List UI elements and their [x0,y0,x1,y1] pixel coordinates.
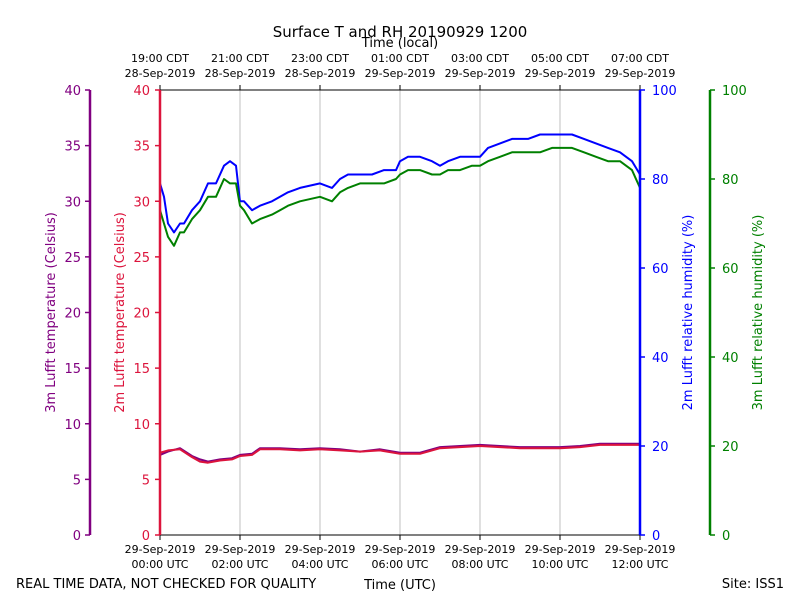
x-tick-label-date: 29-Sep-2019 [445,543,516,556]
top-tick-label-time: 01:00 CDT [371,52,429,65]
x-axis-local: 19:00 CDT 28-Sep-2019 21:00 CDT 28-Sep-2019… [125,52,676,90]
x-axis-utc: 29-Sep-2019 00:00 UTC 29-Sep-2019 02:00 UTC… [125,535,676,571]
x-axis-label: Time (UTC) [363,578,436,593]
series-line [159,443,640,464]
y-axis-title: 3m Lufft temperature (Celsius) [44,212,59,413]
top-tick-label-date: 28-Sep-2019 [205,67,276,80]
y-axis-title: 2m Lufft temperature (Celsius) [113,212,128,413]
y-tick-label: 15 [64,362,81,377]
plot-series [159,133,641,464]
top-tick-label-date: 28-Sep-2019 [285,67,356,80]
x-tick-label-time: 04:00 UTC [291,558,348,571]
top-tick-label-date: 29-Sep-2019 [445,67,516,80]
y-axis-3m-temperature: 0 5 10 15 20 25 30 35 40 3m Lufft temperature (Ce… [44,84,92,544]
top-tick-label-date: 28-Sep-2019 [125,67,196,80]
y-tick-label: 80 [652,173,669,188]
x-tick-label-date: 29-Sep-2019 [205,543,276,556]
x-tick-label-time: 06:00 UTC [371,558,428,571]
series-line [159,146,641,247]
y-tick-label: 20 [722,440,739,455]
y-tick-label: 35 [64,140,81,155]
top-tick-label-date: 29-Sep-2019 [365,67,436,80]
quality-disclaimer: REAL TIME DATA, NOT CHECKED FOR QUALITY [16,577,316,592]
y-tick-label: 40 [64,84,81,99]
x-tick-label-date: 29-Sep-2019 [365,543,436,556]
y-tick-label: 40 [652,351,669,366]
y-tick-label: 5 [73,473,81,488]
chart-title: Surface T and RH 20190929 1200 [273,23,528,41]
y-tick-label: 100 [722,84,747,99]
y-tick-label: 0 [73,529,81,544]
y-tick-label: 20 [133,307,150,322]
y-tick-label: 35 [133,140,150,155]
y-tick-label: 0 [652,529,660,544]
top-tick-label-time: 19:00 CDT [131,52,189,65]
y-tick-label: 60 [722,262,739,277]
y-tick-label: 100 [652,84,677,99]
y-tick-label: 30 [133,195,150,210]
top-tick-label-time: 03:00 CDT [451,52,509,65]
y-tick-label: 10 [64,418,81,433]
series-line [159,133,641,234]
y-tick-label: 5 [142,473,150,488]
top-tick-label-date: 29-Sep-2019 [605,67,676,80]
y-axis-3m-humidity: 0 20 40 60 80 100 3m Lufft relative humidity (… [708,84,766,544]
top-tick-label-time: 05:00 CDT [531,52,589,65]
y-tick-label: 25 [64,251,81,266]
top-tick-label-time: 21:00 CDT [211,52,269,65]
x-tick-label-date: 29-Sep-2019 [605,543,676,556]
x-tick-label-date: 29-Sep-2019 [285,543,356,556]
x-tick-label-time: 02:00 UTC [211,558,268,571]
grid-lines [239,90,561,535]
y-tick-label: 10 [133,418,150,433]
y-tick-label: 80 [722,173,739,188]
x-tick-label-time: 12:00 UTC [611,558,668,571]
y-tick-label: 40 [722,351,739,366]
top-tick-label-time: 07:00 CDT [611,52,669,65]
y-tick-label: 0 [142,529,150,544]
x-tick-label-time: 10:00 UTC [531,558,588,571]
top-tick-label-time: 23:00 CDT [291,52,349,65]
x-tick-label-time: 08:00 UTC [451,558,508,571]
y-axis-title: 2m Lufft relative humidity (%) [681,215,696,411]
x-tick-label-date: 29-Sep-2019 [525,543,596,556]
y-tick-label: 15 [133,362,150,377]
y-tick-label: 20 [652,440,669,455]
y-tick-label: 0 [722,529,730,544]
top-axis-label: Time (local) [361,36,438,51]
y-tick-label: 20 [64,307,81,322]
y-axis-title: 3m Lufft relative humidity (%) [751,215,766,411]
x-tick-label-time: 00:00 UTC [131,558,188,571]
top-tick-label-date: 29-Sep-2019 [525,67,596,80]
y-tick-label: 60 [652,262,669,277]
y-tick-label: 25 [133,251,150,266]
y-axis-2m-temperature: 0 5 10 15 20 25 30 35 40 2m Lufft temperature (Ce… [113,84,162,544]
y-tick-label: 40 [133,84,150,99]
site-label: Site: ISS1 [722,577,784,592]
y-axis-2m-humidity: 0 20 40 60 80 100 2m Lufft relative humidity (… [638,84,696,544]
x-tick-label-date: 29-Sep-2019 [125,543,196,556]
y-tick-label: 30 [64,195,81,210]
